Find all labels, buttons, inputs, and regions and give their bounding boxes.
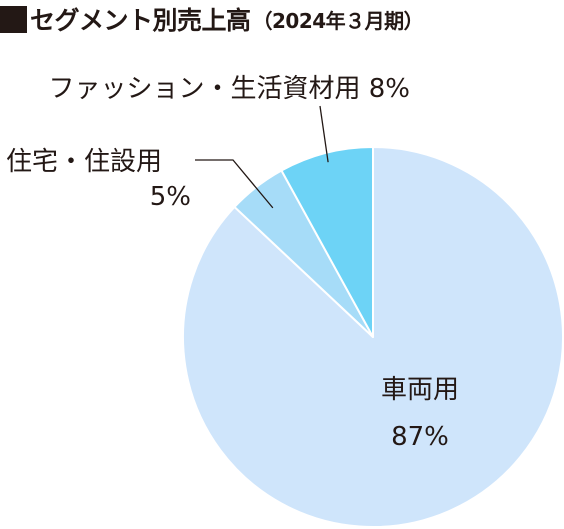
title-square-icon [0,5,27,33]
chart-title-text: セグメント別売上高 [30,6,251,35]
leader-line-3 [319,105,329,163]
chart-subtitle-text: （2024年３月期） [252,8,424,33]
leader-line-2 [195,159,274,209]
slice-label-1-name: 車両用 [381,375,459,405]
chart-title: セグメント別売上高 （2024年３月期） [0,2,424,36]
slice-label-3: ファッション・生活資材用 8% [48,74,410,104]
pie-slice-3 [280,146,374,338]
slice-label-1-value: 87% [391,422,449,452]
slice-label-2-name: 住宅・住設用 [6,147,162,177]
slice-label-2-value: 5% [150,182,191,212]
